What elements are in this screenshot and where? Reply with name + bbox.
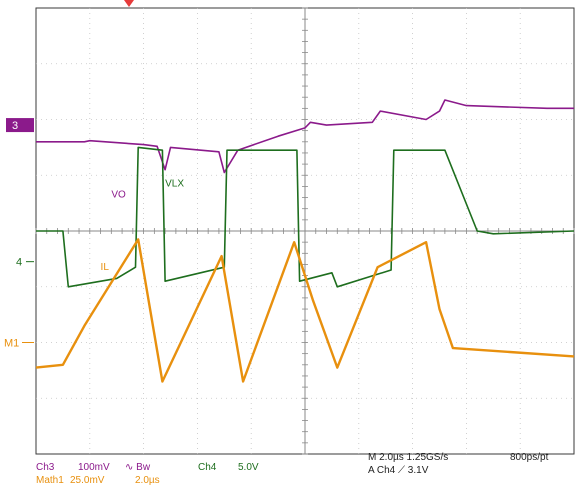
marker-label-3: 3 [12,120,18,132]
ch3-label: Ch3 [36,462,55,473]
trace-vlx [36,146,575,288]
trace-label-il: IL [101,262,110,273]
marker-m1: M1 [4,338,19,350]
trace-labels: VO VLX IL [101,178,185,273]
trace-label-vo: VO [111,190,126,201]
trace-label-vlx: VLX [165,178,184,189]
marker-4: 4 [16,257,22,269]
ch3-scale: 100mV [78,462,110,473]
graticule-grid [35,7,575,455]
ch4-scale: 5.0V [238,462,259,473]
ch4-label: Ch4 [198,462,217,473]
timebase-readout: M 2.0µs 1.25GS/s [368,452,448,463]
trigger-position-icon [124,0,134,7]
bandwidth-limit-icon: ∿ Bw [125,462,151,473]
math1-label: Math1 [36,475,64,486]
trigger-readout: A Ch4 ⟋ 3.1V [368,465,429,476]
record-length-readout: 800ps/pt [510,452,549,463]
waveform-traces [35,99,575,383]
status-bar: Ch3 100mV ∿ Bw Ch4 5.0V Math1 25.0mV 2.0… [36,452,549,486]
marker-3 [6,118,34,133]
trace-vo [36,99,574,174]
channel-markers: 3 4 M1 [4,118,34,350]
math1-timebase: 2.0µs [135,475,160,486]
math1-scale: 25.0mV [70,475,105,486]
trace-il [35,238,575,383]
